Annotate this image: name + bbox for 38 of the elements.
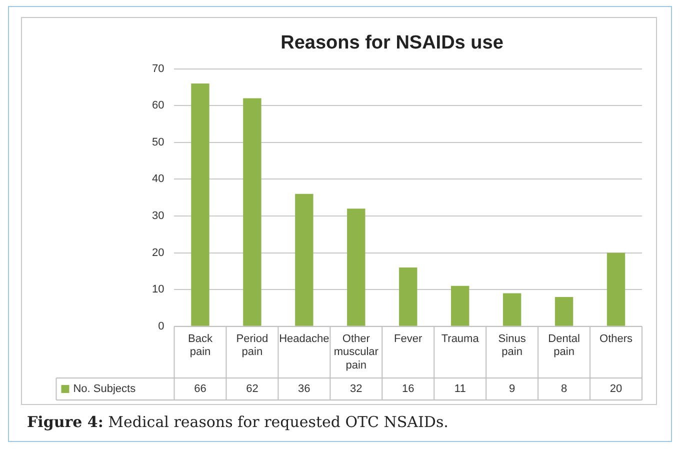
legend-label: No. Subjects xyxy=(73,383,136,396)
y-tick-label: 30 xyxy=(152,210,164,222)
y-tick-label: 40 xyxy=(152,173,164,186)
data-label: 20 xyxy=(610,383,622,396)
data-label: 16 xyxy=(402,383,414,396)
y-tick-label: 10 xyxy=(152,284,164,296)
bar xyxy=(502,293,522,326)
x-tick-label: Other muscular pain xyxy=(334,333,379,372)
y-tick-label: 70 xyxy=(152,62,164,75)
y-tick-label: 50 xyxy=(152,136,164,148)
bar xyxy=(295,194,314,326)
chart-title: Reasons for NSAIDs use xyxy=(280,32,504,54)
bar xyxy=(191,84,210,326)
x-tick-label: Trauma xyxy=(441,333,480,346)
y-tick-label: 20 xyxy=(152,246,164,259)
data-label: 8 xyxy=(560,383,568,396)
x-tick-label: Sinus pain xyxy=(498,333,526,358)
bar xyxy=(450,286,470,326)
data-label: 11 xyxy=(454,383,466,396)
caption: Figure 4: Medical reasons for requested OTC NSAIDs. xyxy=(27,413,448,431)
x-tick-label: Dental pain xyxy=(548,333,580,358)
bar xyxy=(347,208,366,326)
x-tick-label: Period pain xyxy=(236,333,268,358)
x-tick-label: Others xyxy=(600,333,634,346)
x-tick-label: Back pain xyxy=(188,333,213,358)
bar xyxy=(554,296,574,326)
bar xyxy=(399,268,418,326)
data-label: 9 xyxy=(509,383,516,396)
y-tick-label: 0 xyxy=(158,320,164,332)
data-label: 62 xyxy=(246,383,258,396)
y-tick-label: 60 xyxy=(152,100,164,112)
bar xyxy=(243,98,262,326)
bar xyxy=(606,252,626,326)
data-label: 32 xyxy=(350,383,362,396)
x-tick-label: Fever xyxy=(394,333,423,346)
data-label: 66 xyxy=(194,383,206,396)
data-label: 36 xyxy=(298,383,310,396)
x-tick-label: Headache xyxy=(279,333,330,346)
